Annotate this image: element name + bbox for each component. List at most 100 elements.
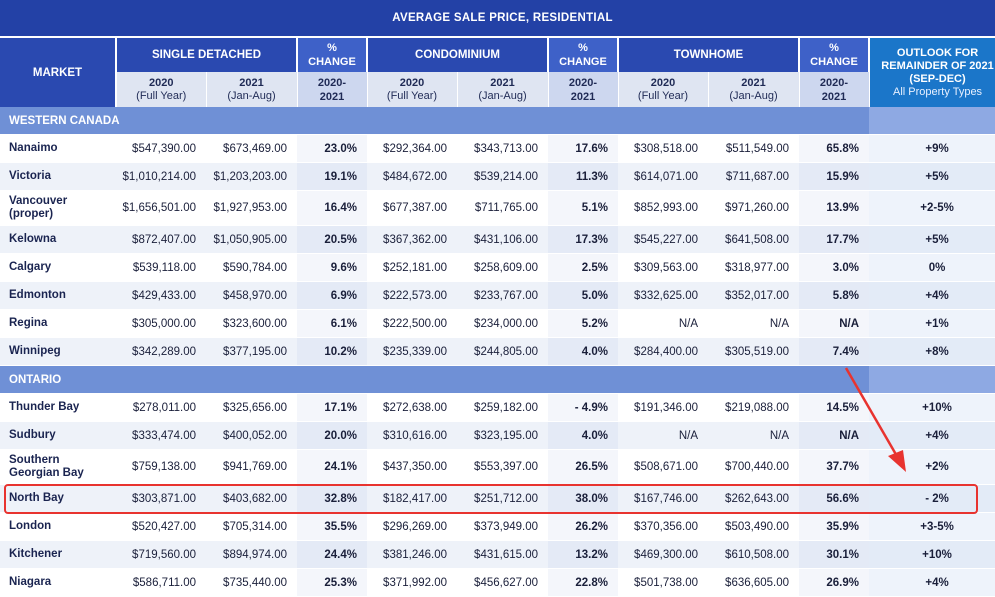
outlook-value: +10%: [869, 540, 995, 569]
cell-t2020: $545,227.00: [618, 225, 708, 254]
cell-tpct: 5.8%: [799, 281, 869, 310]
cell-cpct: 4.0%: [548, 421, 618, 450]
cell-t2021: $503,490.00: [708, 512, 799, 541]
cell-c2020: $381,246.00: [367, 540, 457, 569]
cell-cpct: 5.0%: [548, 281, 618, 310]
table-body: WESTERN CANADA Nanaimo $547,390.00 $673,469…: [0, 107, 995, 597]
cell-sdpct: 19.1%: [297, 162, 367, 191]
cell-cpct: 22.8%: [548, 568, 618, 597]
cell-c2020: $222,573.00: [367, 281, 457, 310]
cell-t2021: $305,519.00: [708, 337, 799, 366]
cell-sd2021: $1,050,905.00: [206, 225, 297, 254]
table-row: Southern Georgian Bay $759,138.00 $941,769…: [0, 449, 995, 485]
cell-cpct: 38.0%: [548, 484, 618, 513]
cell-sd2021: $1,927,953.00: [206, 190, 297, 226]
outlook-value: +4%: [869, 421, 995, 450]
cell-cpct: 26.5%: [548, 449, 618, 485]
cell-sd2020: $586,711.00: [116, 568, 206, 597]
cell-sdpct: 23.0%: [297, 134, 367, 163]
cell-sd2020: $305,000.00: [116, 309, 206, 338]
cell-t2021: $711,687.00: [708, 162, 799, 191]
cell-t2021: $511,549.00: [708, 134, 799, 163]
cell-cpct: 11.3%: [548, 162, 618, 191]
cell-sdpct: 6.9%: [297, 281, 367, 310]
cell-t2020: $332,625.00: [618, 281, 708, 310]
cell-c2020: $310,616.00: [367, 421, 457, 450]
market-name: Vancouver (proper): [0, 190, 116, 226]
market-name: Southern Georgian Bay: [0, 449, 116, 485]
cell-sdpct: 20.0%: [297, 421, 367, 450]
section-title: WESTERN CANADA: [0, 107, 869, 135]
cell-sd2020: $547,390.00: [116, 134, 206, 163]
outlook-header: OUTLOOK FOR REMAINDER OF 2021 (SEP-DEC) …: [869, 37, 995, 107]
cell-cpct: 17.6%: [548, 134, 618, 163]
cell-sdpct: 24.4%: [297, 540, 367, 569]
table-row: London $520,427.00 $705,314.00 35.5% $296,26…: [0, 512, 995, 541]
cell-c2021: $234,000.00: [457, 309, 548, 338]
cell-sd2020: $278,011.00: [116, 393, 206, 422]
cell-t2021: $352,017.00: [708, 281, 799, 310]
market-name: Victoria: [0, 162, 116, 191]
market-name: London: [0, 512, 116, 541]
cell-sd2020: $1,010,214.00: [116, 162, 206, 191]
market-name: North Bay: [0, 484, 116, 513]
market-name: Niagara: [0, 568, 116, 597]
cell-t2020: $501,738.00: [618, 568, 708, 597]
table-row: Kitchener $719,560.00 $894,974.00 24.4% $381…: [0, 540, 995, 569]
outlook-value: +1%: [869, 309, 995, 338]
table-row: Sudbury $333,474.00 $400,052.00 20.0% $310,6…: [0, 421, 995, 450]
outlook-value: +5%: [869, 162, 995, 191]
market-name: Edmonton: [0, 281, 116, 310]
cell-tpct: 30.1%: [799, 540, 869, 569]
table-row: Nanaimo $547,390.00 $673,469.00 23.0% $292,3…: [0, 134, 995, 163]
cell-c2020: $371,992.00: [367, 568, 457, 597]
outlook-value: +4%: [869, 281, 995, 310]
cell-c2020: $272,638.00: [367, 393, 457, 422]
outlook-value: +5%: [869, 225, 995, 254]
cell-sd2021: $590,784.00: [206, 253, 297, 282]
cell-c2020: $182,417.00: [367, 484, 457, 513]
table-row: Victoria $1,010,214.00 $1,203,203.00 19.1% $…: [0, 162, 995, 191]
cell-tpct: 13.9%: [799, 190, 869, 226]
cell-sd2021: $705,314.00: [206, 512, 297, 541]
sd-pct-change-header: % CHANGE: [297, 37, 368, 72]
cell-c2020: $292,364.00: [367, 134, 457, 163]
cell-t2020: $167,746.00: [618, 484, 708, 513]
cell-cpct: 26.2%: [548, 512, 618, 541]
cell-sd2020: $520,427.00: [116, 512, 206, 541]
cell-sd2021: $403,682.00: [206, 484, 297, 513]
table-row: Calgary $539,118.00 $590,784.00 9.6% $252,18…: [0, 253, 995, 282]
table-row: Edmonton $429,433.00 $458,970.00 6.9% $222,5…: [0, 281, 995, 310]
cell-sd2020: $303,871.00: [116, 484, 206, 513]
cell-tpct: 37.7%: [799, 449, 869, 485]
outlook-value: +2%: [869, 449, 995, 485]
market-name: Kitchener: [0, 540, 116, 569]
cell-c2021: $251,712.00: [457, 484, 548, 513]
section-row: ONTARIO: [0, 365, 995, 394]
cell-sdpct: 35.5%: [297, 512, 367, 541]
cell-tpct: N/A: [799, 309, 869, 338]
cell-tpct: 26.9%: [799, 568, 869, 597]
cell-tpct: 65.8%: [799, 134, 869, 163]
cell-c2021: $323,195.00: [457, 421, 548, 450]
cell-c2020: $367,362.00: [367, 225, 457, 254]
cell-sdpct: 10.2%: [297, 337, 367, 366]
outlook-value: 0%: [869, 253, 995, 282]
sd-2021-header: 2021 (Jan-Aug): [206, 72, 298, 107]
cell-sd2021: $400,052.00: [206, 421, 297, 450]
cell-c2021: $233,767.00: [457, 281, 548, 310]
market-name: Calgary: [0, 253, 116, 282]
cell-cpct: 5.1%: [548, 190, 618, 226]
condo-2021-header: 2021 (Jan-Aug): [457, 72, 549, 107]
cell-sd2021: $325,656.00: [206, 393, 297, 422]
cell-t2020: $309,563.00: [618, 253, 708, 282]
cell-t2021: $219,088.00: [708, 393, 799, 422]
table-row: Thunder Bay $278,011.00 $325,656.00 17.1% $2…: [0, 393, 995, 422]
cell-t2020: $191,346.00: [618, 393, 708, 422]
outlook-value: +10%: [869, 393, 995, 422]
cell-c2021: $258,609.00: [457, 253, 548, 282]
cell-t2021: $636,605.00: [708, 568, 799, 597]
cell-t2020: $284,400.00: [618, 337, 708, 366]
table-row: Regina $305,000.00 $323,600.00 6.1% $222,500…: [0, 309, 995, 338]
cell-t2021: $610,508.00: [708, 540, 799, 569]
